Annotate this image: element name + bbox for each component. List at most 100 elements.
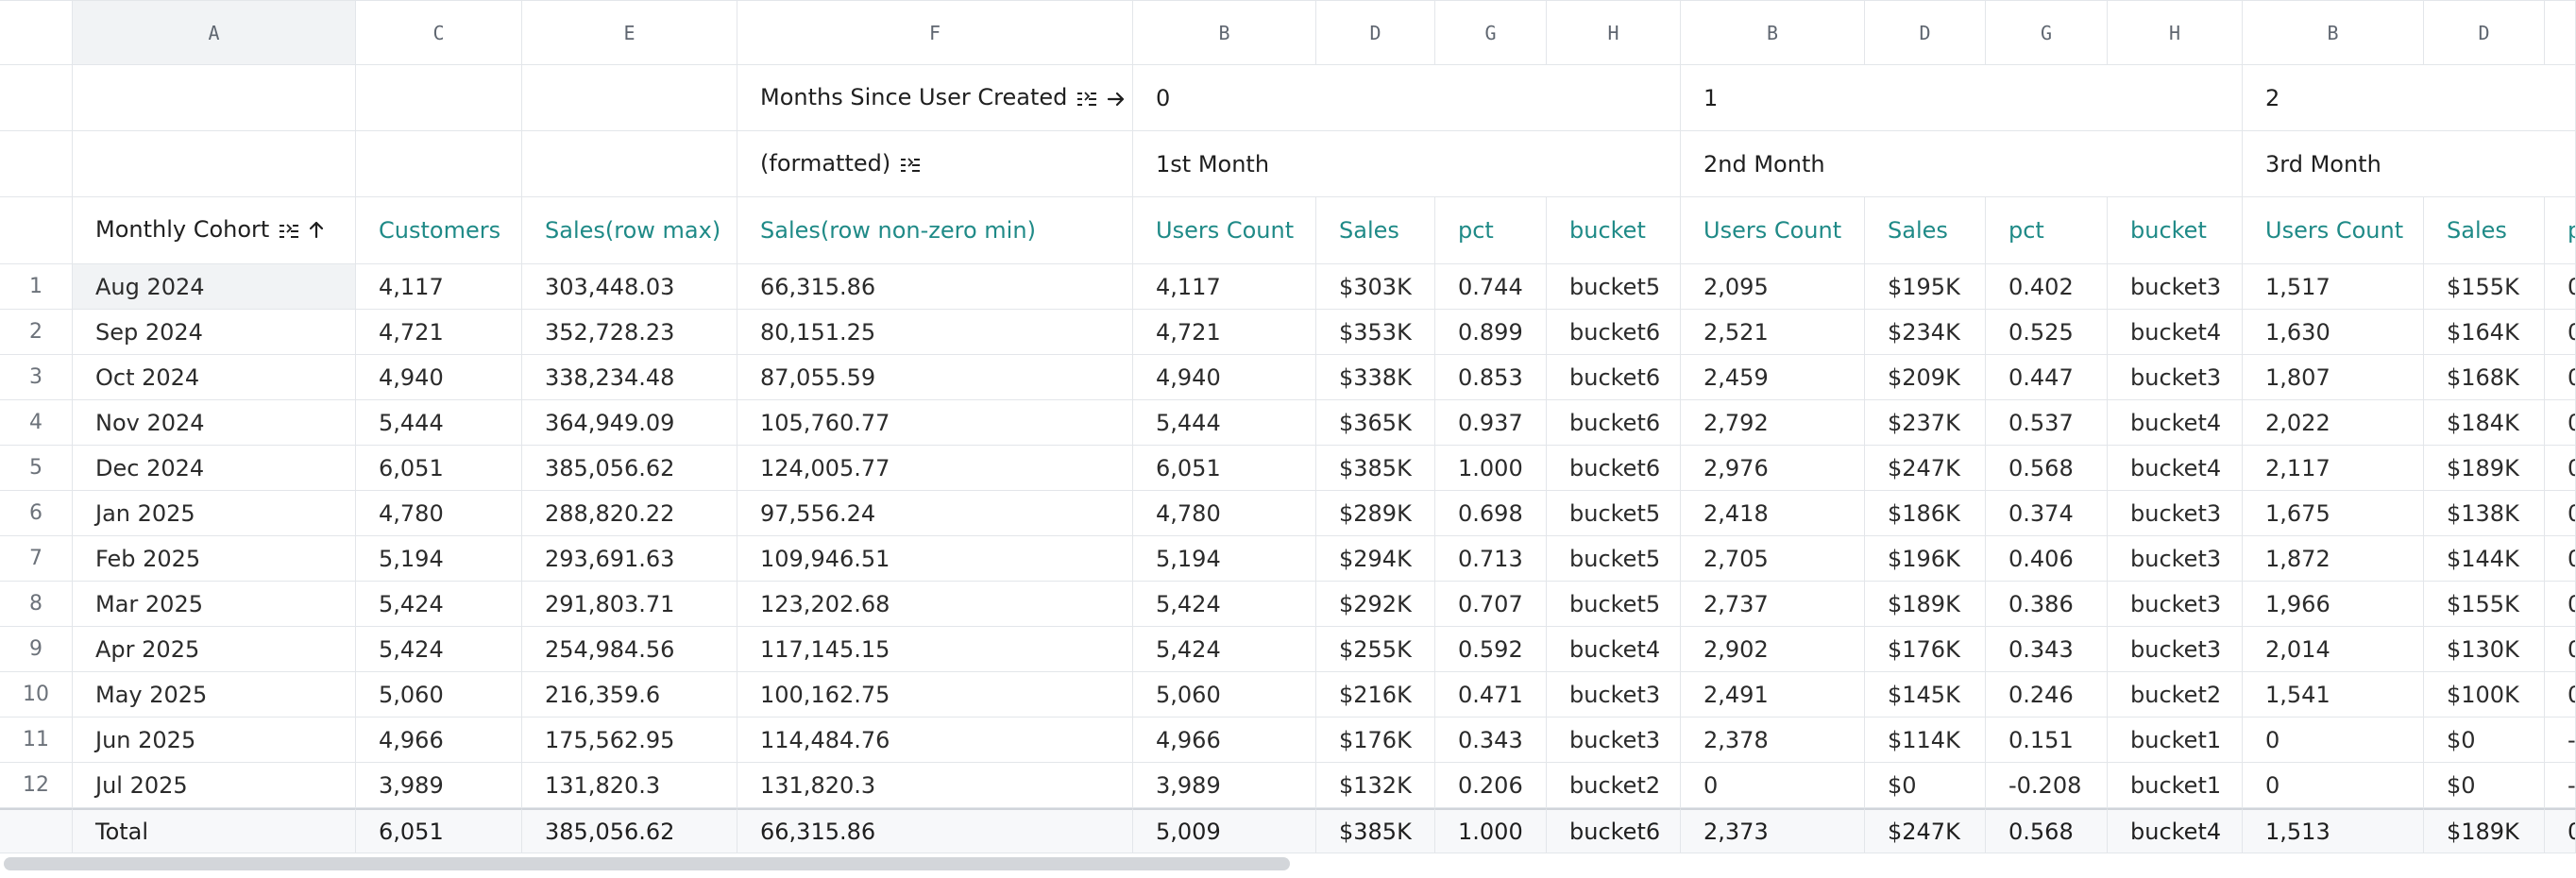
column-letter-header[interactable]: H	[2108, 0, 2243, 65]
cell-sales-min[interactable]: 131,820.3	[737, 763, 1133, 808]
cell-sales[interactable]: $155K	[2424, 582, 2545, 627]
cell-sales-min[interactable]: 117,145.15	[737, 627, 1133, 672]
cell-pct[interactable]: 0.406	[1986, 536, 2108, 582]
header-monthly-cohort[interactable]: Monthly Cohort	[73, 197, 356, 264]
cell-bucket[interactable]: bucket5	[1547, 491, 1681, 536]
column-letter-header[interactable]: F	[737, 0, 1133, 65]
cell-pct[interactable]: 0.386	[1986, 582, 2108, 627]
cell-sales-max[interactable]: 303,448.03	[522, 264, 737, 310]
column-letter-header[interactable]: D	[1316, 0, 1435, 65]
cell-pct[interactable]: 0.447	[1986, 355, 2108, 400]
cell-pct[interactable]: 0.246	[1986, 672, 2108, 718]
cell-sales[interactable]: $255K	[1316, 627, 1435, 672]
header-pct-partial[interactable]: p	[2545, 197, 2576, 264]
cell-sales[interactable]: $216K	[1316, 672, 1435, 718]
cell-users-count[interactable]: 2,792	[1681, 400, 1865, 446]
cell-cohort[interactable]: Nov 2024	[73, 400, 356, 446]
cell-sales[interactable]: $294K	[1316, 536, 1435, 582]
cell-cohort[interactable]: Jun 2025	[73, 718, 356, 763]
column-letter-header[interactable]: B	[1681, 0, 1865, 65]
cell-pct[interactable]: 0	[2545, 672, 2576, 718]
cell-sales-max[interactable]: 288,820.22	[522, 491, 737, 536]
table-row[interactable]: 8 Mar 2025 5,424 291,803.71 123,202.68 5,424 $…	[0, 582, 2576, 627]
cell-sales[interactable]: $114K	[1865, 718, 1986, 763]
cell-cohort[interactable]: Mar 2025	[73, 582, 356, 627]
cell-sales[interactable]: $144K	[2424, 536, 2545, 582]
cell-sales[interactable]: $155K	[2424, 264, 2545, 310]
cell-users-count[interactable]: 2,902	[1681, 627, 1865, 672]
cell-users-count[interactable]: 2,022	[2243, 400, 2424, 446]
table-row[interactable]: 3 Oct 2024 4,940 338,234.48 87,055.59 4,940 $3…	[0, 355, 2576, 400]
cell-pct[interactable]: 0	[2545, 582, 2576, 627]
column-letter-header[interactable]: E	[522, 0, 737, 65]
cell-users-count[interactable]: 4,721	[1133, 310, 1316, 355]
cell-sales[interactable]: $189K	[2424, 446, 2545, 491]
cell-cohort[interactable]: Aug 2024	[73, 264, 356, 310]
table-row[interactable]: 10 May 2025 5,060 216,359.6 100,162.75 5,060 $…	[0, 672, 2576, 718]
cell-sales-min[interactable]: 97,556.24	[737, 491, 1133, 536]
cell-sales-max[interactable]: 293,691.63	[522, 536, 737, 582]
cell-users-count[interactable]: 4,966	[1133, 718, 1316, 763]
cell-sales[interactable]: $385K	[1316, 446, 1435, 491]
header-pct[interactable]: pct	[1435, 197, 1547, 264]
cell-users-count[interactable]: 5,444	[1133, 400, 1316, 446]
sort-lines-icon[interactable]	[1076, 88, 1097, 110]
cell-bucket[interactable]: bucket3	[1547, 672, 1681, 718]
cell-pct[interactable]: 0.744	[1435, 264, 1547, 310]
cell-customers[interactable]: 5,424	[356, 582, 522, 627]
cell-bucket[interactable]: bucket4	[1547, 627, 1681, 672]
cell-cohort[interactable]: Jan 2025	[73, 491, 356, 536]
cell-sales[interactable]: $184K	[2424, 400, 2545, 446]
cell-bucket[interactable]: bucket3	[2108, 627, 2243, 672]
cell-bucket[interactable]: bucket4	[2108, 310, 2243, 355]
cell-pct[interactable]: 0.537	[1986, 400, 2108, 446]
cell-pct[interactable]: 0.402	[1986, 264, 2108, 310]
arrow-right-icon[interactable]	[1107, 88, 1126, 110]
cell-sales[interactable]: $289K	[1316, 491, 1435, 536]
cell-sales[interactable]: $247K	[1865, 446, 1986, 491]
table-row[interactable]: 1 Aug 2024 4,117 303,448.03 66,315.86 4,117 $3…	[0, 264, 2576, 310]
header-customers[interactable]: Customers	[356, 197, 522, 264]
cell-pct[interactable]: -0.208	[1986, 763, 2108, 808]
cell-users-count[interactable]: 2,095	[1681, 264, 1865, 310]
cell-customers[interactable]: 4,966	[356, 718, 522, 763]
cell-sales-min[interactable]: 123,202.68	[737, 582, 1133, 627]
cell-pct[interactable]: 0	[2545, 355, 2576, 400]
cell-sales[interactable]: $338K	[1316, 355, 1435, 400]
cell-users-count[interactable]: 3,989	[1133, 763, 1316, 808]
cell-bucket[interactable]: bucket3	[2108, 491, 2243, 536]
cell-sales-max[interactable]: 254,984.56	[522, 627, 737, 672]
cell-pct[interactable]: 0.698	[1435, 491, 1547, 536]
column-letter-header[interactable]	[2545, 0, 2576, 65]
column-letter-header[interactable]: H	[1547, 0, 1681, 65]
cell-bucket[interactable]: bucket6	[1547, 310, 1681, 355]
header-sales[interactable]: Sales	[1316, 197, 1435, 264]
cell-sales[interactable]: $196K	[1865, 536, 1986, 582]
cell-sales-max[interactable]: 175,562.95	[522, 718, 737, 763]
cell-cohort[interactable]: Sep 2024	[73, 310, 356, 355]
column-letter-header[interactable]: G	[1986, 0, 2108, 65]
header-sales[interactable]: Sales	[2424, 197, 2545, 264]
cell-users-count[interactable]: 2,491	[1681, 672, 1865, 718]
cell-bucket[interactable]: bucket6	[1547, 355, 1681, 400]
cell-sales[interactable]: $0	[1865, 763, 1986, 808]
cell-users-count[interactable]: 5,424	[1133, 582, 1316, 627]
cell-sales[interactable]: $168K	[2424, 355, 2545, 400]
cell-sales[interactable]: $209K	[1865, 355, 1986, 400]
cell-bucket[interactable]: bucket3	[2108, 582, 2243, 627]
column-letter-header[interactable]: C	[356, 0, 522, 65]
cell-pct[interactable]: 0	[2545, 400, 2576, 446]
cell-customers[interactable]: 5,424	[356, 627, 522, 672]
cell-users-count[interactable]: 1,517	[2243, 264, 2424, 310]
cell-pct[interactable]: 0.937	[1435, 400, 1547, 446]
cell-sales-min[interactable]: 105,760.77	[737, 400, 1133, 446]
header-pct[interactable]: pct	[1986, 197, 2108, 264]
cell-bucket[interactable]: bucket4	[2108, 446, 2243, 491]
cell-users-count[interactable]: 1,675	[2243, 491, 2424, 536]
cell-pct[interactable]: 0.568	[1986, 446, 2108, 491]
cell-users-count[interactable]: 1,630	[2243, 310, 2424, 355]
cell-sales[interactable]: $237K	[1865, 400, 1986, 446]
cell-pct[interactable]: 0.206	[1435, 763, 1547, 808]
column-letter-header[interactable]: D	[1865, 0, 1986, 65]
cell-customers[interactable]: 5,444	[356, 400, 522, 446]
